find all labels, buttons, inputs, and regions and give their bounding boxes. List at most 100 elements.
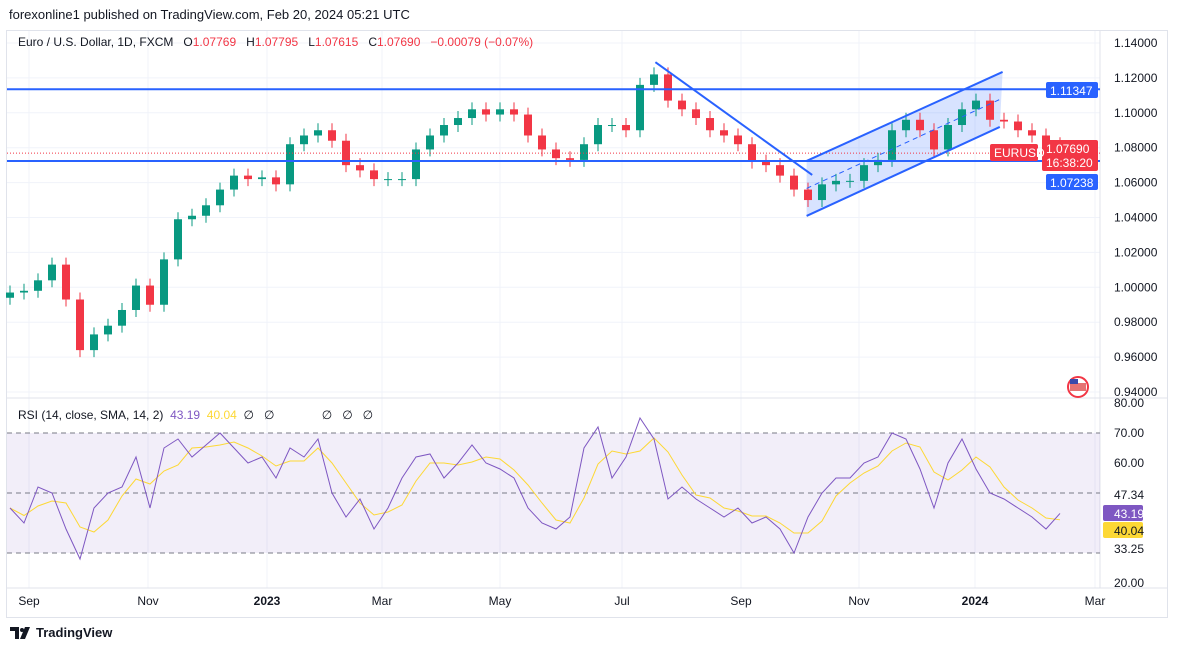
x-tick-label: Mar [372, 594, 393, 608]
brand-name: TradingView [36, 625, 113, 640]
candle-body [734, 135, 742, 145]
x-tick-label: Nov [137, 594, 158, 608]
candle-body [986, 100, 994, 120]
candle-body [202, 205, 210, 216]
rsi-sma-label: 40.04 [1114, 524, 1144, 538]
price-label-lower-bg [1046, 174, 1098, 190]
rsi-sma-bg [1103, 522, 1143, 538]
channel-upper-line [806, 71, 1004, 162]
candle-body [300, 135, 308, 145]
candle-body [174, 219, 182, 260]
na-value: ∅ [342, 408, 353, 422]
candle-body [902, 119, 910, 131]
candle-body [538, 135, 546, 150]
candle-body [650, 74, 658, 85]
tradingview-logo[interactable]: TradingView [10, 625, 112, 640]
last-price-bg [1042, 140, 1098, 171]
low-value: 1.07615 [314, 35, 359, 49]
price-tick-label: 1.04000 [1114, 211, 1158, 225]
publisher-info: forexonline1 published on TradingView.co… [9, 7, 410, 22]
x-tick-label: Sep [18, 594, 40, 608]
candle-body [916, 119, 924, 131]
candle-body [1000, 119, 1008, 122]
candle-body [482, 109, 490, 115]
candle-body [286, 144, 294, 185]
candle-body [272, 177, 280, 185]
rsi-value: 43.19 [170, 408, 201, 422]
candle-body [496, 109, 504, 115]
price-tick-label: 0.94000 [1114, 385, 1158, 399]
candle-body [888, 130, 896, 160]
rsi-label: RSI (14, close, SMA, 14, 2) [18, 408, 164, 422]
chart-frame [6, 30, 1168, 618]
na-value: ∅ [243, 408, 254, 422]
open-value: 1.07769 [192, 35, 237, 49]
candle-body [622, 125, 630, 131]
symbol-legend: Euro / U.S. Dollar, 1D, FXCM O1.07769 H1… [18, 35, 533, 49]
price-tick-label: 1.10000 [1114, 106, 1158, 120]
trendline [654, 61, 813, 176]
candle-body [146, 285, 154, 305]
candle-body [706, 118, 714, 131]
channel-lower-line [806, 126, 1001, 217]
price-label-upper: 1.11347 [1050, 84, 1093, 98]
candle-body [412, 149, 420, 180]
price-label-lower: 1.07238 [1050, 176, 1094, 190]
x-tick-label: Nov [848, 594, 869, 608]
candle-body [804, 189, 812, 201]
us-flag-canton [1070, 379, 1078, 384]
price-tick-label: 0.96000 [1114, 350, 1158, 364]
candle-body [818, 184, 826, 201]
candle-body [104, 325, 112, 335]
na-value: ∅ [362, 408, 374, 422]
candle-body [48, 264, 56, 281]
price-tick-label: 1.02000 [1114, 245, 1158, 259]
candle-body [762, 161, 770, 166]
x-tick-label: 2024 [962, 594, 989, 608]
candle-body [160, 259, 168, 305]
low-label: L [308, 35, 315, 49]
candle-body [384, 179, 392, 181]
na-value: ∅ [263, 408, 275, 422]
candle-body [34, 280, 42, 291]
candle-body [874, 159, 882, 166]
rsi-tick-label: 70.00 [1114, 426, 1144, 440]
candle-body [566, 158, 574, 160]
x-tick-label: Jul [614, 594, 629, 608]
candle-body [692, 109, 700, 119]
candle-body [90, 334, 98, 351]
candle-body [188, 215, 196, 220]
candle-body [958, 109, 966, 126]
candle-body [426, 135, 434, 150]
price-tick-label: 1.14000 [1114, 36, 1158, 50]
candle-body [216, 189, 224, 206]
candle-body [720, 130, 728, 136]
candle-body [258, 177, 266, 180]
candle-body [860, 165, 868, 181]
candle-body [594, 125, 602, 145]
rsi-line [9, 416, 1061, 561]
rsi-sma-line [9, 437, 1061, 534]
candle-body [314, 130, 322, 136]
us-flag-stripes [1070, 383, 1086, 391]
rsi-lower-value: 33.25 [1114, 542, 1144, 556]
candle-body [398, 179, 406, 181]
candle-body [370, 170, 378, 180]
candle-body [930, 130, 938, 150]
price-tick-label: 1.06000 [1114, 176, 1158, 190]
candle-body [1042, 135, 1050, 145]
x-tick-label: Sep [730, 594, 752, 608]
candle-body [552, 149, 560, 159]
candle-body [356, 165, 364, 171]
candle-body [678, 100, 686, 110]
symbol-tag-bg [990, 144, 1038, 161]
last-price-label: 1.07690 [1046, 142, 1090, 156]
x-tick-label: May [489, 594, 512, 608]
candle-body [1014, 121, 1022, 131]
candle-body [636, 84, 644, 131]
candle-body [118, 309, 126, 326]
x-tick-label: 2023 [254, 594, 281, 608]
rsi-tick-label: 20.00 [1114, 576, 1144, 590]
candle-body [468, 109, 476, 119]
